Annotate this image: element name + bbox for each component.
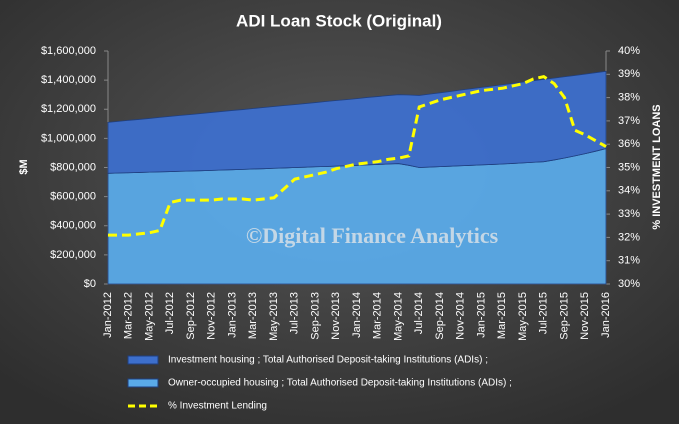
legend-label: Investment housing ; Total Authorised De…: [168, 355, 488, 366]
y-tick-label: $600,000: [50, 191, 96, 203]
x-tick-label: Jul-2015: [538, 292, 550, 334]
y2-axis-label: % INVESTMENT LOANS: [651, 104, 663, 229]
y2-tick-label: 34%: [618, 185, 640, 197]
watermark: ©Digital Finance Analytics: [246, 223, 499, 248]
x-tick-label: Nov-2012: [206, 292, 218, 340]
x-tick-label: Sep-2013: [309, 292, 321, 340]
x-tick-label: Jan-2012: [102, 292, 114, 338]
legend-swatch: [127, 355, 159, 365]
x-tick-label: Mar-2013: [247, 292, 259, 339]
y-tick-label: $1,200,000: [41, 103, 96, 115]
y2-tick-label: 37%: [618, 115, 640, 127]
legend-swatch: [127, 378, 159, 388]
line: [108, 75, 607, 237]
y2-tick-label: 38%: [618, 92, 640, 104]
x-tick-label: Sep-2014: [434, 292, 446, 340]
x-tick-label: Sep-2015: [558, 292, 570, 340]
y-tick-label: $800,000: [50, 161, 96, 173]
x-tick-label: Jul-2012: [164, 292, 176, 334]
area: [107, 70, 607, 174]
x-tick-label: Jan-2016: [600, 292, 612, 338]
y2-tick-label: 39%: [618, 68, 640, 80]
x-tick-label: May-2012: [143, 292, 155, 341]
x-tick-label: May-2015: [517, 292, 529, 341]
x-tick-label: Mar-2012: [123, 292, 135, 339]
x-tick-label: Nov-2013: [330, 292, 342, 340]
y-tick-label: $1,000,000: [41, 132, 96, 144]
legend-label: % Investment Lending: [168, 401, 267, 412]
y2-tick-label: 40%: [618, 45, 640, 57]
y-tick-label: $1,600,000: [41, 45, 96, 57]
x-tick-label: Mar-2014: [372, 292, 384, 339]
y-tick-label: $0: [84, 278, 96, 290]
y2-tick-label: 30%: [618, 278, 640, 290]
x-tick-label: May-2014: [392, 292, 404, 341]
x-tick-label: Jul-2014: [413, 292, 425, 334]
y2-tick-label: 33%: [618, 208, 640, 220]
x-tick-label: May-2013: [268, 292, 280, 341]
x-tick-label: Jan-2015: [475, 292, 487, 338]
y-tick-label: $1,400,000: [41, 74, 96, 86]
y-axis-label: $M: [18, 159, 30, 174]
legend-label: Owner-occupied housing ; Total Authorise…: [168, 378, 512, 389]
y2-tick-label: 36%: [618, 138, 640, 150]
x-tick-label: Jan-2014: [351, 292, 363, 338]
chart-title: ADI Loan Stock (Original): [236, 11, 442, 30]
x-tick-label: Sep-2012: [185, 292, 197, 340]
y2-tick-label: 32%: [618, 231, 640, 243]
y2-tick-label: 35%: [618, 161, 640, 173]
x-tick-label: Jan-2013: [226, 292, 238, 338]
x-tick-label: Nov-2014: [455, 292, 467, 340]
y2-tick-label: 31%: [618, 255, 640, 267]
y-tick-label: $200,000: [50, 249, 96, 261]
x-tick-label: Mar-2015: [496, 292, 508, 339]
y-tick-label: $400,000: [50, 220, 96, 232]
x-tick-label: Nov-2015: [579, 292, 591, 340]
x-tick-label: Jul-2013: [289, 292, 301, 334]
